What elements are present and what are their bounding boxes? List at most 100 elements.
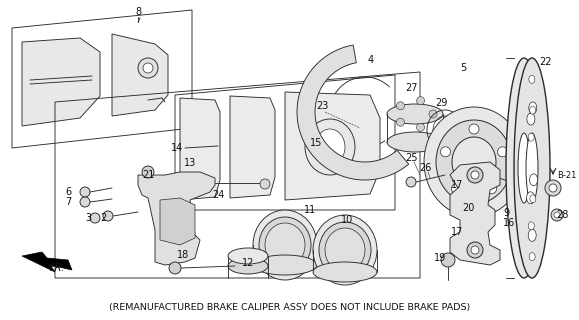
Text: 14: 14 [171, 143, 183, 153]
Circle shape [406, 177, 416, 187]
Polygon shape [230, 96, 275, 198]
Circle shape [549, 184, 557, 192]
Circle shape [469, 124, 479, 134]
Text: 20: 20 [462, 203, 474, 213]
Ellipse shape [253, 210, 317, 280]
Circle shape [397, 102, 405, 110]
Polygon shape [22, 38, 100, 126]
Ellipse shape [526, 133, 538, 203]
Circle shape [429, 110, 437, 118]
Polygon shape [138, 172, 215, 265]
Text: 29: 29 [435, 98, 447, 108]
Circle shape [497, 147, 508, 157]
Ellipse shape [530, 106, 536, 114]
Ellipse shape [436, 120, 512, 204]
Text: 10: 10 [341, 215, 353, 225]
Ellipse shape [387, 104, 443, 124]
Ellipse shape [387, 132, 443, 152]
Text: 22: 22 [540, 57, 552, 67]
Text: 25: 25 [405, 153, 417, 163]
Ellipse shape [529, 76, 535, 84]
Polygon shape [180, 98, 220, 200]
Circle shape [138, 58, 158, 78]
Polygon shape [450, 162, 500, 265]
Text: FR.: FR. [50, 263, 65, 273]
Circle shape [554, 212, 560, 218]
Ellipse shape [518, 133, 530, 203]
Ellipse shape [506, 58, 542, 278]
Ellipse shape [529, 102, 537, 114]
Circle shape [452, 184, 461, 194]
Circle shape [80, 187, 90, 197]
Ellipse shape [530, 195, 536, 203]
Ellipse shape [313, 215, 377, 285]
Ellipse shape [253, 255, 317, 275]
Circle shape [416, 97, 424, 105]
Ellipse shape [528, 229, 536, 241]
Text: 16: 16 [503, 218, 515, 228]
Circle shape [142, 166, 154, 178]
Text: 6: 6 [65, 187, 71, 197]
Circle shape [486, 184, 497, 194]
Ellipse shape [259, 217, 311, 273]
Circle shape [467, 167, 483, 183]
Ellipse shape [452, 137, 496, 187]
Circle shape [551, 209, 563, 221]
Text: 27: 27 [406, 83, 418, 93]
Ellipse shape [313, 262, 377, 282]
Ellipse shape [527, 113, 535, 125]
Text: 23: 23 [316, 101, 328, 111]
Text: 28: 28 [556, 210, 568, 220]
Text: 9: 9 [503, 208, 509, 218]
Polygon shape [12, 10, 192, 148]
Ellipse shape [315, 129, 345, 165]
Ellipse shape [530, 174, 537, 186]
Ellipse shape [305, 119, 355, 175]
Ellipse shape [325, 228, 365, 272]
Text: B-21: B-21 [557, 172, 576, 180]
Circle shape [169, 262, 181, 274]
Text: 18: 18 [177, 250, 189, 260]
Ellipse shape [228, 258, 268, 274]
Text: 24: 24 [212, 190, 224, 200]
Circle shape [441, 147, 450, 157]
Text: (REMANUFACTURED BRAKE CALIPER ASSY DOES NOT INCLUDE BRAKE PADS): (REMANUFACTURED BRAKE CALIPER ASSY DOES … [109, 303, 470, 312]
Polygon shape [297, 45, 409, 180]
Text: 15: 15 [310, 138, 322, 148]
Circle shape [441, 253, 455, 267]
Circle shape [260, 179, 270, 189]
Ellipse shape [319, 222, 371, 278]
Text: 13: 13 [184, 158, 196, 168]
Circle shape [471, 246, 479, 254]
Circle shape [80, 197, 90, 207]
Circle shape [416, 123, 424, 131]
Polygon shape [160, 198, 195, 245]
Ellipse shape [514, 58, 550, 278]
Circle shape [471, 171, 479, 179]
Ellipse shape [528, 133, 534, 141]
Text: 5: 5 [460, 63, 466, 73]
Text: 12: 12 [242, 258, 254, 268]
Circle shape [90, 213, 100, 223]
Text: 17: 17 [451, 180, 463, 190]
Text: 7: 7 [65, 197, 71, 207]
Circle shape [397, 118, 405, 126]
Text: 4: 4 [368, 55, 374, 65]
Circle shape [545, 180, 561, 196]
Text: 21: 21 [142, 170, 154, 180]
Ellipse shape [526, 192, 534, 204]
Polygon shape [285, 92, 380, 200]
Circle shape [143, 63, 153, 73]
Ellipse shape [528, 222, 534, 230]
Circle shape [467, 242, 483, 258]
Circle shape [103, 211, 113, 221]
Text: 3: 3 [85, 213, 91, 223]
Polygon shape [112, 34, 168, 116]
Ellipse shape [529, 252, 535, 260]
Ellipse shape [424, 107, 524, 217]
Ellipse shape [265, 223, 305, 267]
Text: 2: 2 [100, 213, 106, 223]
Ellipse shape [228, 248, 268, 264]
Text: 19: 19 [434, 253, 446, 263]
Text: 11: 11 [304, 205, 316, 215]
